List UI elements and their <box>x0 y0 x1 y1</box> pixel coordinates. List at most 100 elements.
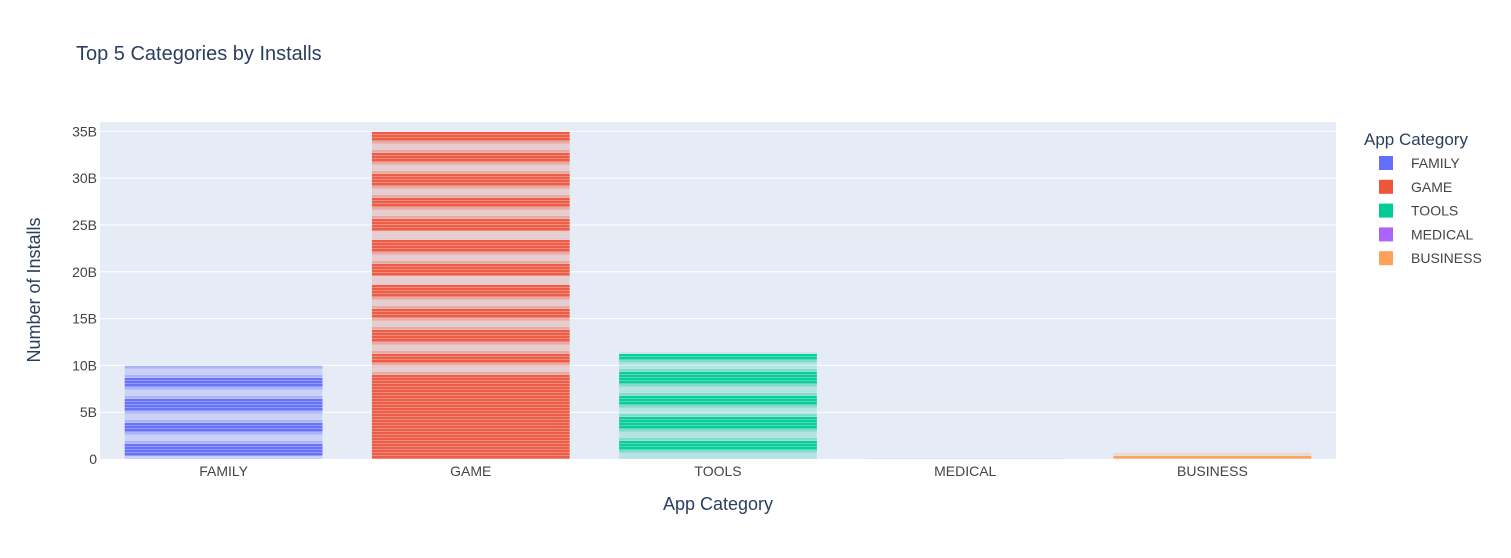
x-tick-label: MEDICAL <box>934 463 996 479</box>
bar-segment <box>371 186 570 189</box>
bar-segment <box>371 222 570 225</box>
bar-segment <box>371 327 570 330</box>
bar-segment <box>371 258 570 261</box>
bar-segment <box>619 429 817 432</box>
bar-segment <box>371 270 570 273</box>
legend-swatch <box>1379 179 1393 194</box>
bar-segment <box>124 417 323 420</box>
bar-segment <box>124 435 323 438</box>
x-tick-label: TOOLS <box>694 463 741 479</box>
legend-item-business[interactable]: BUSINESS <box>1379 250 1482 266</box>
bar-segment <box>371 393 570 396</box>
bar-segment <box>124 366 323 369</box>
bar-segment <box>619 423 817 426</box>
legend-item-family[interactable]: FAMILY <box>1379 155 1460 171</box>
bar-segment <box>619 393 817 396</box>
bar-segment <box>124 375 323 378</box>
bar-segment <box>124 372 323 375</box>
bar-segment <box>619 402 817 405</box>
bar-segment <box>619 357 817 360</box>
bar <box>1113 452 1312 459</box>
y-tick-labels: 0 5B 10B 15B 20B 25B 30B 35B <box>72 123 97 467</box>
bar-segment <box>619 369 817 372</box>
bar-segment <box>371 216 570 219</box>
bar-segment <box>371 153 570 156</box>
bar-segment <box>619 450 817 453</box>
legend-label: FAMILY <box>1411 155 1460 171</box>
y-tick-label: 35B <box>72 123 97 139</box>
y-tick-label: 20B <box>72 264 97 280</box>
legend-swatch <box>1379 156 1393 170</box>
x-tick-labels: FAMILY GAME TOOLS MEDICAL BUSINESS <box>199 463 1248 479</box>
bar-segment <box>371 243 570 246</box>
bar-segment <box>371 264 570 267</box>
bar-segment <box>619 384 817 387</box>
bar-segment <box>619 414 817 417</box>
bar-segment <box>371 249 570 252</box>
bar-segment <box>619 399 817 402</box>
bar-segment <box>124 381 323 384</box>
bar-segment <box>371 276 570 279</box>
bar-segment <box>371 198 570 201</box>
legend-swatch <box>1379 251 1393 266</box>
bar-segment <box>124 405 323 408</box>
bar-segment <box>619 372 817 375</box>
bar-segment <box>619 417 817 420</box>
bar-segment <box>124 423 323 426</box>
bar-segment <box>371 378 570 381</box>
bar-segment <box>371 441 570 444</box>
bar-segment <box>124 378 323 381</box>
bar-segment <box>619 438 817 441</box>
bar-family <box>124 365 323 459</box>
bar-segment <box>371 171 570 174</box>
bar-segment <box>124 411 323 414</box>
bar-segment <box>619 396 817 399</box>
bar-segment <box>619 405 817 408</box>
legend-item-game[interactable]: GAME <box>1379 179 1452 195</box>
bar-segment <box>124 369 323 372</box>
bar-segment <box>619 366 817 369</box>
bar-segment <box>124 456 323 459</box>
bar-segment <box>371 339 570 342</box>
legend-label: BUSINESS <box>1411 250 1482 266</box>
bar-segment <box>124 384 323 387</box>
bar-segment <box>371 453 570 456</box>
bar-segment <box>371 219 570 222</box>
bar-medical <box>866 458 1065 459</box>
bar-segment <box>371 372 570 375</box>
bar-segment <box>371 348 570 351</box>
x-tick-label: BUSINESS <box>1177 463 1248 479</box>
bar-segment <box>371 288 570 291</box>
bar-segment <box>371 426 570 429</box>
y-tick-label: 15B <box>72 311 97 327</box>
x-tick-label: GAME <box>450 463 491 479</box>
bar-segment <box>371 366 570 369</box>
legend-item-medical[interactable]: MEDICAL <box>1379 226 1473 242</box>
bar-segment <box>371 342 570 345</box>
y-tick-label: 0 <box>89 451 97 467</box>
bar-segment <box>371 174 570 177</box>
legend-item-tools[interactable]: TOOLS <box>1379 203 1458 219</box>
bar-segment <box>371 273 570 276</box>
bar-segment <box>371 363 570 366</box>
bar-segment <box>371 423 570 426</box>
bar-segment <box>371 447 570 450</box>
bar-segment <box>371 306 570 309</box>
bar-segment <box>371 396 570 399</box>
bar-segment <box>619 447 817 450</box>
bar-segment <box>371 390 570 393</box>
legend-label: MEDICAL <box>1411 226 1473 242</box>
bar-segment <box>371 435 570 438</box>
y-tick-label: 30B <box>72 170 97 186</box>
bar-segment <box>124 396 323 399</box>
bar-segment <box>371 231 570 234</box>
bar-segment <box>371 207 570 210</box>
bar-segment <box>1113 456 1312 459</box>
bar-segment <box>371 360 570 363</box>
bar-segment <box>371 303 570 306</box>
bar-segment <box>371 333 570 336</box>
bar-segment <box>371 189 570 192</box>
bar-segment <box>124 444 323 447</box>
y-gridlines <box>100 130 1336 413</box>
